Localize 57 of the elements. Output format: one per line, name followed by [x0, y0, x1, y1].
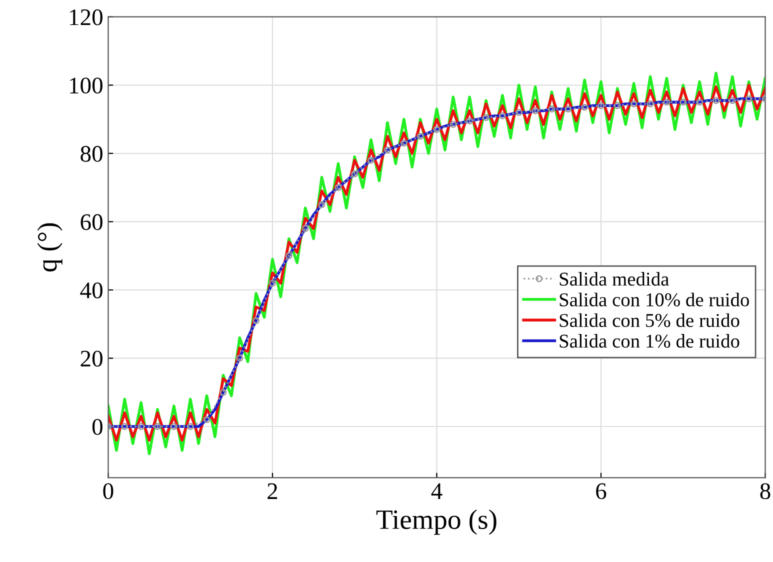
- point: [630, 100, 638, 108]
- legend-label: Salida con 5% de ruido: [560, 313, 740, 328]
- point: [548, 106, 556, 112]
- point: [170, 423, 178, 430]
- point: [302, 225, 309, 232]
- y-tick-label: 80: [80, 146, 102, 162]
- y-tick-label: 60: [80, 214, 102, 230]
- point: [351, 170, 358, 178]
- point: [285, 252, 292, 260]
- point: [728, 97, 736, 104]
- point: [450, 120, 457, 128]
- point: [598, 102, 604, 110]
- point: [186, 423, 194, 430]
- x-tick-label: 6: [596, 483, 606, 500]
- point: [154, 423, 161, 430]
- point: [745, 95, 752, 102]
- point: [334, 184, 342, 192]
- x-tick-label: 8: [760, 483, 770, 500]
- y-tick-label: 120: [70, 9, 102, 26]
- point: [384, 146, 391, 154]
- point: [663, 98, 670, 106]
- point: [138, 423, 145, 430]
- point: [564, 106, 572, 112]
- point: [482, 114, 490, 122]
- x-axis-title: Tiempo (s): [376, 510, 496, 535]
- point: [203, 416, 210, 424]
- point: [416, 132, 424, 140]
- point: [433, 126, 440, 133]
- point: [400, 140, 408, 147]
- point: [614, 102, 621, 110]
- point: [581, 104, 588, 111]
- point: [696, 98, 704, 106]
- legend-label: Salida con 10% de ruido: [560, 292, 749, 306]
- point: [466, 118, 474, 124]
- x-tick-label: 2: [268, 483, 278, 499]
- point: [220, 388, 227, 396]
- point: [269, 280, 276, 287]
- legend-label: Salida medida: [560, 272, 669, 286]
- point: [498, 112, 506, 120]
- y-tick-label: 100: [70, 78, 102, 94]
- point: [252, 317, 260, 324]
- y-tick-label: 20: [80, 350, 102, 367]
- point: [532, 107, 539, 114]
- point: [515, 108, 522, 116]
- y-axis-title: q (°): [37, 223, 62, 272]
- x-tick-label: 0: [103, 483, 114, 500]
- y-tick-label: 0: [92, 418, 102, 435]
- point: [121, 423, 128, 430]
- point: [712, 97, 720, 104]
- x-tick-label: 4: [431, 483, 442, 499]
- point: [368, 156, 375, 164]
- point: [318, 201, 326, 208]
- point: [646, 100, 654, 108]
- legend-label: Salida con 1% de ruido: [560, 334, 740, 348]
- point: [236, 354, 244, 362]
- point: [680, 98, 687, 106]
- y-tick-label: 40: [80, 282, 102, 298]
